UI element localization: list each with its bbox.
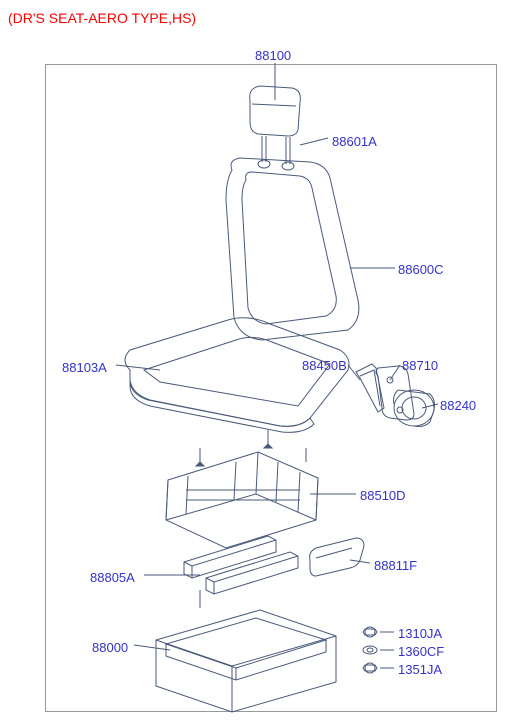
part-label-88240: 88240 [440,398,476,413]
part-label-88811F: 88811F [374,558,417,573]
track-cover-left-part [184,536,276,578]
seat-track-part [166,430,318,548]
seat-back-part [226,158,359,340]
part-label-88103A: 88103A [62,360,107,375]
part-label-1360CF: 1360CF [398,644,444,659]
part-label-1351JA: 1351JA [398,662,442,677]
recliner-knob-part [394,390,435,427]
part-label-88601A: 88601A [332,134,377,149]
part-label-88805A: 88805A [90,570,135,585]
fastener-nut-symbol [363,627,377,637]
part-label-1310JA: 1310JA [398,626,442,641]
seat-box-part [156,610,336,712]
part-label-88000: 88000 [92,640,128,655]
fastener-washer-symbol [363,646,377,654]
fastener-nut2-symbol [363,663,377,673]
part-label-88450B: 88450B [302,358,347,373]
seat-cushion-part [125,318,349,433]
leader-lines [116,63,438,668]
part-label-88510D: 88510D [360,488,406,503]
part-label-88600C: 88600C [398,262,444,277]
side-handle-part [310,538,364,576]
part-label-88710: 88710 [402,358,438,373]
part-label-88100: 88100 [255,48,291,63]
